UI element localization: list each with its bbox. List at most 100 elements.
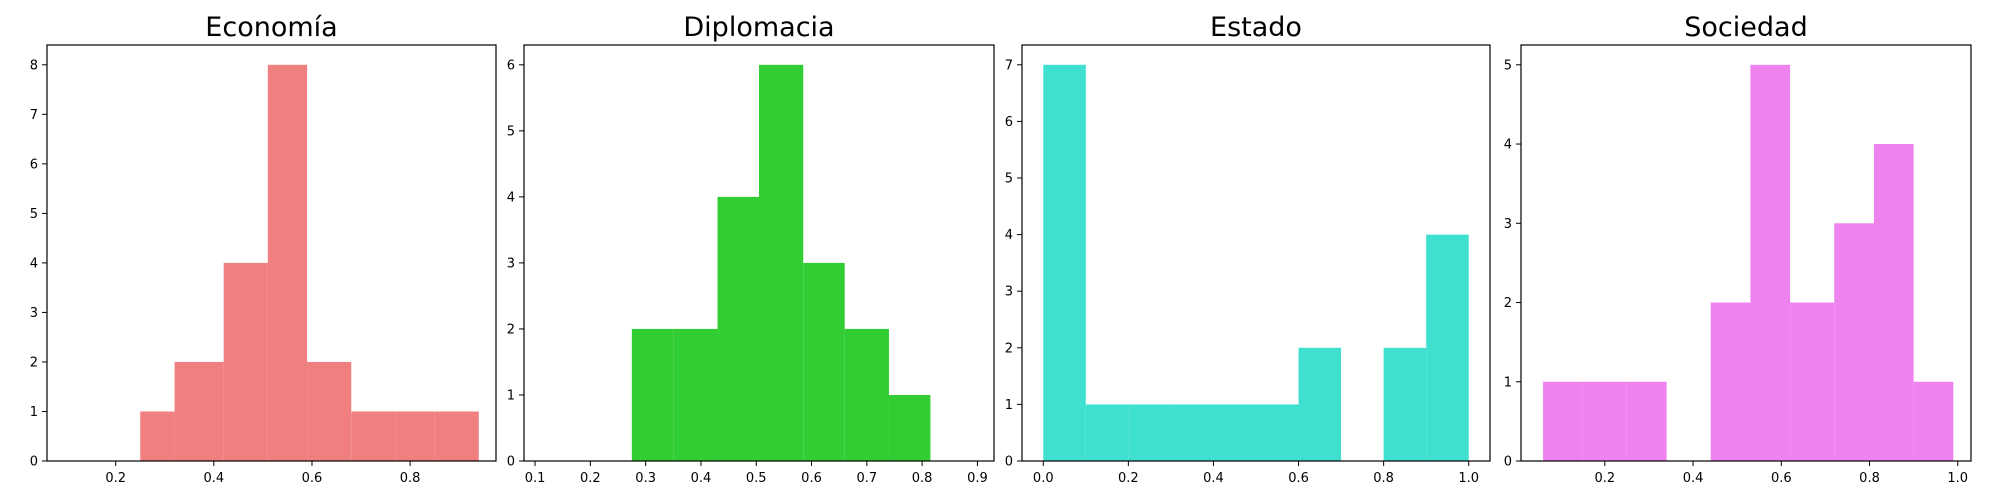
panel-sociedad: Sociedad 0.2 0.4 0.6 0.8 1.0 0 1 2 3 4 5 [1504, 12, 1972, 486]
x-tick-label: 0.6 [302, 471, 323, 486]
y-tick-label: 4 [1504, 138, 1512, 153]
y-tick-label: 5 [30, 207, 38, 222]
histogram-bar [1383, 347, 1427, 461]
histogram-bar [1750, 64, 1791, 461]
y-axis-ticks: 0 1 2 3 4 5 [1504, 58, 1521, 470]
y-tick-label: 4 [30, 256, 38, 271]
histogram-bar [1043, 64, 1086, 461]
x-tick-label: 0.8 [1373, 471, 1394, 486]
y-tick-label: 5 [1504, 58, 1512, 73]
panel-title: Estado [1210, 12, 1302, 43]
y-tick-label: 0 [1504, 455, 1512, 470]
y-axis-ticks: 0 1 2 3 4 5 6 7 [1005, 58, 1022, 470]
y-tick-label: 6 [30, 157, 38, 172]
y-tick-label: 5 [507, 124, 515, 139]
y-tick-label: 3 [1005, 285, 1013, 300]
histogram-bar [395, 411, 435, 461]
y-tick-label: 2 [1005, 341, 1013, 356]
histogram-bar [803, 262, 845, 461]
y-tick-label: 4 [1005, 228, 1013, 243]
x-axis-ticks: 0.2 0.4 0.6 0.8 1.0 [1594, 461, 1968, 486]
x-tick-label: 0.2 [105, 471, 126, 486]
x-tick-label: 0.8 [1859, 471, 1880, 486]
y-tick-label: 0 [507, 455, 515, 470]
x-tick-label: 0.2 [1594, 471, 1615, 486]
histogram-bar [1085, 404, 1129, 461]
y-tick-label: 0 [1005, 455, 1013, 470]
histogram-bar [1298, 347, 1342, 461]
x-tick-label: 1.0 [1947, 471, 1968, 486]
histogram-bar [717, 196, 759, 461]
y-tick-label: 8 [30, 58, 38, 73]
y-tick-label: 2 [30, 355, 38, 370]
histogram-bar [1834, 223, 1874, 461]
x-tick-label: 0.8 [400, 471, 421, 486]
x-tick-label: 0.0 [1033, 471, 1054, 486]
x-tick-label: 0.4 [1683, 471, 1704, 486]
panel-frame [46, 44, 497, 462]
bar-group [631, 64, 931, 461]
histogram-bar [1543, 381, 1583, 461]
y-tick-label: 7 [30, 108, 38, 123]
x-axis-ticks: 0.2 0.4 0.6 0.8 [105, 461, 420, 486]
y-tick-label: 1 [1504, 375, 1512, 390]
histogram-bar [174, 361, 224, 461]
x-tick-label: 0.5 [746, 471, 767, 486]
panel-estado: Estado 0.0 0.2 0.4 0.6 0.8 1.0 0 1 2 3 4 5 6 7 [1005, 12, 1491, 486]
histogram-bar [844, 328, 889, 461]
bar-group [1043, 64, 1469, 461]
histogram-bar [1582, 381, 1627, 461]
x-tick-label: 0.2 [580, 471, 601, 486]
histogram-bar [1710, 302, 1751, 461]
y-axis-ticks: 0 1 2 3 4 5 6 7 8 [30, 58, 47, 470]
histogram-bar [759, 64, 804, 461]
panel-title: Diplomacia [683, 12, 834, 43]
y-tick-label: 3 [1504, 217, 1512, 232]
x-tick-label: 0.6 [1288, 471, 1309, 486]
histogram-bar [1626, 381, 1667, 461]
y-tick-label: 1 [1005, 398, 1013, 413]
histogram-bar [631, 328, 674, 461]
histogram-bar [351, 411, 396, 461]
y-tick-label: 6 [507, 58, 515, 73]
x-axis-ticks: 0.1 0.2 0.3 0.4 0.5 0.6 0.7 0.8 0.9 [525, 461, 988, 486]
panel-title: Sociedad [1684, 12, 1807, 43]
y-tick-label: 3 [30, 306, 38, 321]
y-tick-label: 6 [1005, 115, 1013, 130]
x-tick-label: 0.1 [525, 471, 546, 486]
histogram-bar [888, 394, 931, 461]
y-tick-label: 1 [507, 388, 515, 403]
histogram-bar [307, 361, 352, 461]
x-tick-label: 0.6 [801, 471, 822, 486]
histogram-bar [1128, 404, 1171, 461]
y-tick-label: 1 [30, 405, 38, 420]
histogram-bar [1790, 302, 1835, 461]
x-axis-ticks: 0.0 0.2 0.4 0.6 0.8 1.0 [1033, 461, 1479, 486]
y-tick-label: 7 [1005, 58, 1013, 73]
x-tick-label: 0.4 [691, 471, 712, 486]
histogram-bar [1170, 404, 1214, 461]
y-axis-ticks: 0 1 2 3 4 5 6 [507, 58, 524, 470]
x-tick-label: 0.7 [856, 471, 877, 486]
x-tick-label: 0.3 [635, 471, 656, 486]
panel-frame [1520, 44, 1972, 462]
panel-frame [1021, 44, 1491, 462]
x-tick-label: 0.6 [1771, 471, 1792, 486]
x-tick-label: 0.4 [1203, 471, 1224, 486]
panel-title: Economía [205, 12, 337, 43]
y-tick-label: 4 [507, 190, 515, 205]
x-tick-label: 0.2 [1118, 471, 1139, 486]
histogram-bar [1213, 404, 1256, 461]
bar-group [140, 64, 479, 461]
y-tick-label: 0 [30, 455, 38, 470]
x-tick-label: 0.4 [203, 471, 224, 486]
y-tick-label: 2 [1504, 296, 1512, 311]
bar-group [1543, 64, 1954, 462]
y-tick-label: 2 [507, 322, 515, 337]
panel-economia: Economía 0.2 0.4 0.6 0.8 0 1 2 3 4 5 6 7 8 [30, 12, 497, 486]
histogram-bar [1873, 144, 1914, 462]
x-tick-label: 0.8 [912, 471, 933, 486]
x-tick-label: 1.0 [1458, 471, 1479, 486]
panel-frame [523, 44, 995, 462]
